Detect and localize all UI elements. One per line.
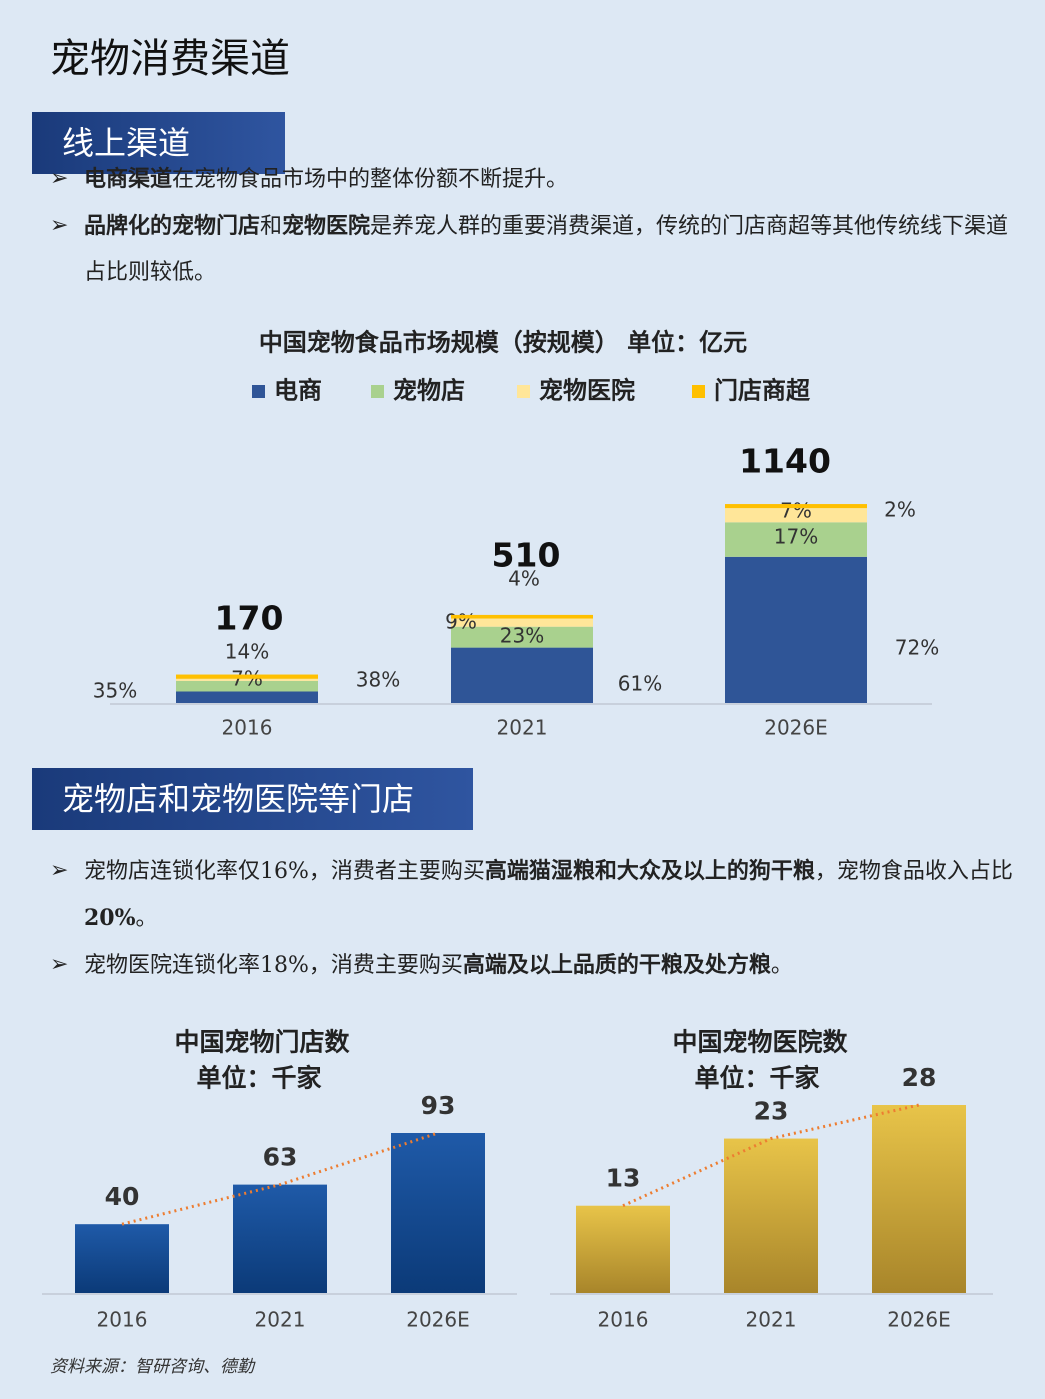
chart-subtitle: 单位：千家 (196, 1064, 321, 1093)
data-label: 7% (780, 499, 812, 523)
bar (872, 1105, 966, 1293)
bar-segment (451, 614, 593, 619)
bar (391, 1133, 485, 1293)
legend-label: 宠物医院 (539, 376, 635, 405)
x-tick-label: 2026E (406, 1308, 470, 1332)
bar-segment (451, 618, 593, 627)
x-tick-label: 2021 (746, 1308, 797, 1332)
x-tick-label: 2021 (497, 716, 548, 740)
data-label: 28 (902, 1063, 937, 1092)
bar-segment (725, 508, 867, 523)
trend-line (121, 1131, 439, 1226)
data-label: 4% (508, 567, 540, 591)
chart-title: 中国宠物食品市场规模（按规模） 单位：亿元 (259, 328, 747, 357)
legend-swatch (371, 385, 384, 398)
text-run: 和 (260, 214, 283, 239)
x-tick-label: 2016 (97, 1308, 148, 1332)
bar-segment (451, 626, 593, 648)
data-label: 72% (895, 636, 939, 660)
chart-title: 中国宠物门店数 (174, 1028, 350, 1057)
text-run: 高端及以上品质的干粮及处方粮 (462, 952, 771, 978)
bar-segment (451, 647, 593, 703)
bar-segment (176, 674, 318, 679)
total-label: 170 (215, 599, 284, 638)
bar-segment (176, 691, 318, 703)
data-label: 61% (618, 672, 662, 696)
bullet: 电商渠道在宠物食品市场中的整体份额不断提升。 (50, 156, 1025, 203)
bar (75, 1224, 169, 1293)
legend-swatch (692, 385, 705, 398)
text-run: 宠物医院 (282, 213, 371, 239)
bar (233, 1184, 327, 1293)
bullets: 宠物店连锁化率仅16%，消费者主要购买高端猫湿粮和大众及以上的狗干粮，宠物食品收… (50, 848, 1025, 989)
bar-segment (176, 680, 318, 692)
text-run: 。 (770, 953, 793, 978)
text-run: 20% (84, 905, 136, 931)
x-tick-label: 2026E (887, 1308, 951, 1332)
legend-swatch (252, 385, 265, 398)
bar (724, 1138, 818, 1293)
x-tick-label: 2016 (598, 1308, 649, 1332)
data-label: 23 (754, 1097, 789, 1126)
total-label: 510 (492, 536, 561, 575)
data-label: 40 (105, 1182, 140, 1211)
legend-label: 电商 (274, 376, 322, 405)
bar-segment (725, 504, 867, 509)
x-tick-label: 2026E (764, 716, 828, 740)
data-label: 35% (93, 679, 137, 703)
x-tick-label: 2016 (222, 716, 273, 740)
bullet: 品牌化的宠物门店和宠物医院是养宠人群的重要消费渠道，传统的门店商超等其他传统线下… (50, 203, 1025, 296)
legend-swatch (517, 385, 530, 398)
text-run: 在宠物食品市场中的整体份额不断提升。 (172, 167, 569, 192)
text-run: 宠物店连锁化率仅16%，消费者主要购买 (84, 859, 485, 884)
data-label: 17% (774, 525, 818, 549)
text-run: 宠物医院连锁化率18%，消费主要购买 (84, 953, 463, 978)
data-label: 23% (500, 624, 544, 648)
bar-segment (725, 522, 867, 557)
bar-segment (176, 678, 318, 681)
text-run: 品牌化的宠物门店 (84, 213, 261, 239)
page-title: 宠物消费渠道 (50, 36, 290, 82)
legend-label: 门店商超 (714, 376, 811, 405)
data-label: 2% (884, 498, 916, 522)
source: 资料来源：智研咨询、德勤 (50, 1357, 254, 1377)
text-run: 。 (135, 906, 158, 931)
section-heading: 宠物店和宠物医院等门店 (32, 768, 473, 830)
bullets: 电商渠道在宠物食品市场中的整体份额不断提升。品牌化的宠物门店和宠物医院是养宠人群… (50, 156, 1025, 296)
text-run: 是养宠人群的重要消费渠道，传统的门店商超等其他传统线下渠道占比则较低。 (84, 214, 1009, 285)
chart-subtitle: 单位：千家 (694, 1064, 819, 1093)
trend-line (622, 1103, 920, 1208)
legend-label: 宠物店 (393, 376, 465, 405)
bullet: 宠物店连锁化率仅16%，消费者主要购买高端猫湿粮和大众及以上的狗干粮，宠物食品收… (50, 848, 1025, 942)
text-run: 高端猫湿粮和大众及以上的狗干粮 (484, 858, 815, 884)
data-label: 38% (356, 668, 400, 692)
chart-title: 中国宠物医院数 (672, 1028, 848, 1057)
bullet: 宠物医院连锁化率18%，消费主要购买高端及以上品质的干粮及处方粮。 (50, 942, 1025, 989)
bar (576, 1205, 670, 1293)
data-label: 13 (606, 1164, 641, 1193)
data-label: 93 (421, 1091, 456, 1120)
data-label: 14% (225, 640, 269, 664)
text-run: ，宠物食品收入占比 (814, 859, 1013, 884)
total-label: 1140 (739, 442, 831, 481)
bar-segment (725, 556, 867, 703)
x-tick-label: 2021 (255, 1308, 306, 1332)
data-label: 63 (263, 1143, 298, 1172)
text-run: 电商渠道 (84, 166, 173, 192)
data-label: 9% (445, 610, 477, 634)
